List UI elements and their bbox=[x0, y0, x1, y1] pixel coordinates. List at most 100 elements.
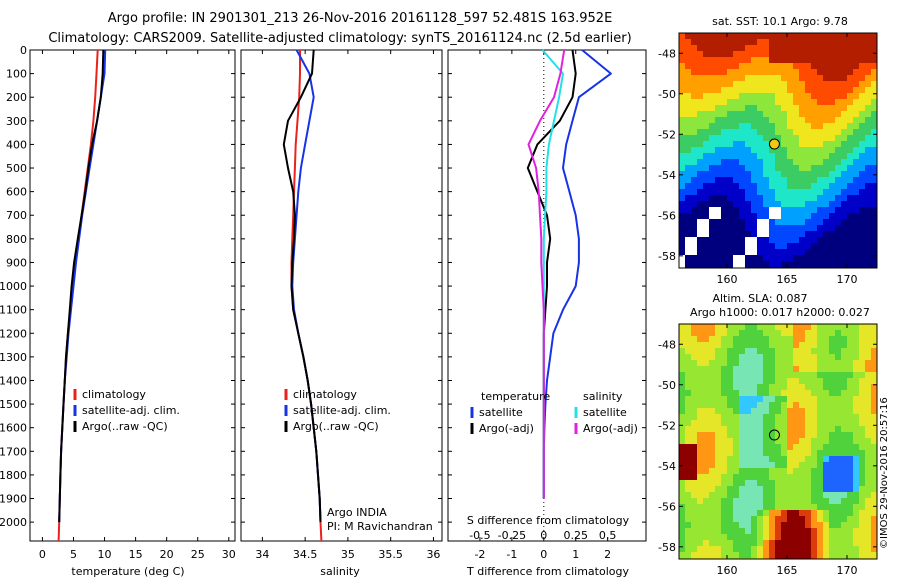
salinity-axis-label: salinity bbox=[320, 565, 360, 578]
lon-tick-label: 160 bbox=[717, 273, 738, 286]
sla-map-title-line1: Altim. SLA: 0.087 bbox=[712, 292, 807, 305]
figure-title-line1: Argo profile: IN 2901301_213 26-Nov-2016… bbox=[108, 11, 613, 26]
temperature-axis-label: temperature (deg C) bbox=[71, 565, 184, 578]
sla-map-title-line2: Argo h1000: 0.017 h2000: 0.027 bbox=[690, 306, 870, 319]
x2-tick-label: -0.5 bbox=[469, 529, 490, 542]
x-tick-label: 0 bbox=[540, 548, 547, 561]
series-line-argo-adj bbox=[527, 49, 566, 499]
y-tick-label: 600 bbox=[6, 186, 27, 199]
lon-tick-label: 170 bbox=[837, 564, 858, 577]
difference-panel: -2 -1 0 1 2 -0.5 -0.25 0 0.25 0.5 temperature salin… bbox=[447, 49, 647, 561]
legend-label: satellite bbox=[583, 406, 627, 419]
y-tick-label: 1000 bbox=[0, 280, 27, 293]
y-tick-label: 300 bbox=[6, 115, 27, 128]
sst-map: -48 -50 -52 -54 -56 -58 160 165 170 bbox=[658, 32, 878, 286]
sst-map-title: sat. SST: 10.1 Argo: 9.78 bbox=[712, 15, 848, 28]
y-tick-label: 1400 bbox=[0, 374, 27, 387]
sla-field bbox=[679, 324, 877, 559]
lon-tick-label: 165 bbox=[777, 273, 798, 286]
y-tick-label: 800 bbox=[6, 233, 27, 246]
x-tick-label: 15 bbox=[129, 548, 143, 561]
y-tick-label: 1100 bbox=[0, 304, 27, 317]
legend-header: salinity bbox=[583, 390, 623, 403]
salinity-annotation-line1: Argo INDIA bbox=[327, 506, 387, 519]
plot-frame bbox=[240, 49, 443, 542]
sla-map: -48 -50 -52 -54 -56 -58 160 165 170 bbox=[658, 323, 878, 577]
x-tick-label: 0 bbox=[39, 548, 46, 561]
lat-tick-label: -54 bbox=[658, 169, 676, 182]
legend-label: satellite bbox=[479, 406, 523, 419]
y-tick-label: 400 bbox=[6, 138, 27, 151]
map-frame bbox=[678, 32, 878, 269]
lat-tick-label: -58 bbox=[658, 541, 676, 554]
map-frame bbox=[678, 323, 878, 560]
x-tick-label: 2 bbox=[604, 548, 611, 561]
sst-field bbox=[679, 33, 877, 268]
x-tick-label: 35.5 bbox=[378, 548, 403, 561]
lon-tick-label: 170 bbox=[837, 273, 858, 286]
temperature-panel: 0100200300400500600700800900100011001200… bbox=[0, 44, 236, 561]
lat-tick-label: -54 bbox=[658, 460, 676, 473]
salinity-annotation-line2: PI: M Ravichandran bbox=[327, 520, 433, 533]
salinity-panel: 34 34.5 35 35.5 36 climatology satellite-adj. … bbox=[240, 49, 443, 561]
argo-position-marker bbox=[768, 429, 780, 441]
legend-label: satellite-adj. clim. bbox=[293, 404, 391, 417]
lat-tick-label: -58 bbox=[658, 250, 676, 263]
x-tick-label: 25 bbox=[191, 548, 205, 561]
x2-tick-label: 0.5 bbox=[599, 529, 617, 542]
lat-tick-label: -50 bbox=[658, 379, 676, 392]
lat-tick-label: -56 bbox=[658, 500, 676, 513]
lat-tick-label: -56 bbox=[658, 209, 676, 222]
y-tick-label: 900 bbox=[6, 256, 27, 269]
y-tick-label: 1300 bbox=[0, 351, 27, 364]
y-tick-label: 1200 bbox=[0, 327, 27, 340]
y-tick-label: 1700 bbox=[0, 445, 27, 458]
y-tick-label: 100 bbox=[6, 68, 27, 81]
legend-label: satellite-adj. clim. bbox=[82, 404, 180, 417]
y-tick-label: 700 bbox=[6, 209, 27, 222]
lat-tick-label: -52 bbox=[658, 419, 676, 432]
figure-title-line2: Climatology: CARS2009. Satellite-adjuste… bbox=[48, 31, 631, 46]
y-tick-label: 500 bbox=[6, 162, 27, 175]
lat-tick-label: -50 bbox=[658, 88, 676, 101]
x-tick-label: 20 bbox=[160, 548, 174, 561]
x-tick-label: 36 bbox=[426, 548, 440, 561]
plot-frame bbox=[29, 49, 236, 542]
x2-tick-label: -0.25 bbox=[498, 529, 526, 542]
lon-tick-label: 160 bbox=[717, 564, 738, 577]
y-tick-label: 1600 bbox=[0, 422, 27, 435]
x-tick-label: 10 bbox=[98, 548, 112, 561]
x-tick-label: 30 bbox=[222, 548, 236, 561]
legend-label: Argo(..raw -QC) bbox=[293, 420, 379, 433]
credit-stamp: ©IMOS 29-Nov-2016 20:57:16 bbox=[879, 397, 890, 549]
legend-label: Argo(-adj) bbox=[583, 422, 638, 435]
y-tick-label: 1900 bbox=[0, 493, 27, 506]
legend-label: climatology bbox=[82, 388, 146, 401]
lat-tick-label: -48 bbox=[658, 338, 676, 351]
y-tick-label: 1500 bbox=[0, 398, 27, 411]
x-tick-label: 34.5 bbox=[293, 548, 318, 561]
x-tick-label: -1 bbox=[506, 548, 517, 561]
x-tick-label: 34 bbox=[255, 548, 269, 561]
y-tick-label: 1800 bbox=[0, 469, 27, 482]
legend-label: climatology bbox=[293, 388, 357, 401]
t-difference-axis-label: T difference from climatology bbox=[466, 565, 629, 578]
x-tick-label: -2 bbox=[474, 548, 485, 561]
x-tick-label: 35 bbox=[341, 548, 355, 561]
lat-tick-label: -48 bbox=[658, 47, 676, 60]
y-tick-label: 0 bbox=[20, 44, 27, 57]
x-tick-label: 5 bbox=[70, 548, 77, 561]
x2-tick-label: 0.25 bbox=[563, 529, 588, 542]
argo-position-marker bbox=[768, 138, 780, 150]
x-tick-label: 1 bbox=[572, 548, 579, 561]
y-tick-label: 200 bbox=[6, 91, 27, 104]
lon-tick-label: 165 bbox=[777, 564, 798, 577]
series-line-argo-raw-qc bbox=[58, 49, 105, 523]
legend-label: Argo(-adj) bbox=[479, 422, 534, 435]
x2-tick-label: 0 bbox=[540, 529, 547, 542]
s-difference-axis-label: S difference from climatology bbox=[467, 514, 630, 527]
legend-header: temperature bbox=[481, 390, 550, 403]
legend-label: Argo(..raw -QC) bbox=[82, 420, 168, 433]
series-line-argo-raw-qc bbox=[282, 49, 322, 523]
